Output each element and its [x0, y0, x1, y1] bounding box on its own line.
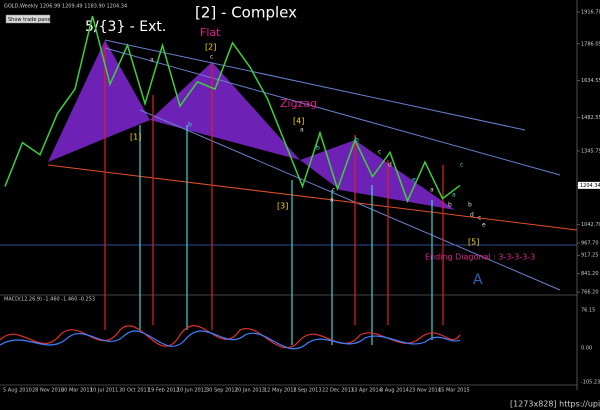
wave-label: Ending Diagonal : 3-3-3-3-3	[425, 253, 535, 262]
wave-letter: a	[452, 192, 456, 199]
x-tick-label: 30 Sep 2012	[206, 388, 238, 394]
wave-label: Flat	[200, 26, 221, 39]
wave-letter: b	[355, 137, 359, 144]
y-tick-label: 1482.55	[581, 115, 600, 121]
arrows	[139, 125, 433, 345]
wave-letter: b	[468, 202, 472, 209]
trend-line	[139, 109, 561, 291]
x-tick-label: 28 Nov 2010	[32, 388, 64, 394]
y-tick-label: 1786.05	[581, 41, 600, 47]
x-tick-label: 1 Sep 2013	[293, 388, 322, 394]
wave-letter: c	[210, 54, 213, 61]
macd-title: MACD(12,26,9) -1.460 -1.460 -0.253	[4, 297, 95, 303]
wave-letter: b	[448, 202, 452, 209]
watermark: [1273x828] https://upic.me/	[510, 400, 600, 409]
x-tick-label: 19 Feb 2012	[148, 388, 179, 394]
wave-letter: a	[150, 57, 154, 64]
wave-letter: e	[412, 177, 416, 184]
wave-label: [2]	[205, 43, 216, 52]
wave-letter: d	[388, 162, 392, 169]
price-line	[4, 15, 461, 204]
wave-letter: b	[188, 122, 192, 129]
wave-triangle	[300, 140, 455, 210]
y-tick-label: 1916.70	[581, 10, 600, 16]
macd-tick-label: -105.234	[581, 380, 600, 386]
wave-triangle	[48, 40, 150, 162]
wave-letter: a	[430, 187, 434, 194]
wave-letter: a	[300, 127, 304, 134]
wave-letter: e	[482, 222, 486, 229]
wave-label: [4]	[293, 117, 304, 126]
trade-panel-button-label[interactable]: Show trade panel	[8, 17, 52, 23]
x-tick-label: 22 Dec 2013	[322, 388, 354, 394]
current-price-box	[578, 181, 600, 189]
wave-label: A	[473, 272, 483, 288]
wave-label: 5/{3} - Ext.	[85, 19, 166, 35]
symbol-info: GOLD,Weekly 1206.99 1209.49 1183.90 1204…	[4, 4, 127, 10]
wave-label: [1]	[130, 133, 141, 142]
y-tick-label: 967.70	[581, 240, 599, 246]
macd-tick-label: 76.15	[581, 308, 595, 314]
wave-letter: a	[330, 197, 334, 204]
trend-line	[104, 39, 526, 131]
wave-letter: c	[478, 215, 481, 222]
x-tick-label: 13 Apr 2014	[351, 388, 382, 394]
x-tick-label: 20 Mar 2011	[61, 388, 93, 394]
wave-label: [2] - Complex	[195, 4, 297, 22]
wave-letter: d	[470, 212, 474, 219]
wave-triangle	[150, 62, 300, 160]
wave-letter: b	[316, 145, 320, 152]
x-tick-label: 30 Oct 2011	[119, 388, 150, 394]
wave-label: [3]	[277, 202, 288, 211]
x-tick-label: 10 Jul 2011	[90, 388, 118, 394]
x-tick-label: 20 Jan 2013	[235, 388, 265, 394]
arrows	[104, 45, 444, 330]
x-tick-label: 12 May 2013	[264, 388, 297, 394]
trend-line	[47, 164, 578, 231]
signal-line	[0, 330, 461, 350]
y-tick-label: 1634.55	[581, 78, 600, 84]
x-tick-label: 10 Jun 2012	[177, 388, 207, 394]
y-tick-label: 841.20	[581, 271, 599, 277]
x-tick-label: 5 Aug 2010	[3, 388, 32, 394]
wave-letter: c	[378, 149, 381, 156]
y-tick-label: 1345.75	[581, 148, 600, 154]
wave-letter: c	[460, 162, 463, 169]
wave-label: [5]	[468, 238, 479, 247]
x-tick-label: 15 Mar 2015	[438, 388, 470, 394]
x-tick-label: 23 Nov 2014	[409, 388, 441, 394]
y-tick-label: 766.20	[581, 290, 599, 296]
trend-line	[104, 47, 561, 176]
y-tick-label: 1042.70	[581, 222, 600, 228]
y-tick-label: 917.25	[581, 253, 599, 259]
wave-label: Zigzag	[280, 97, 317, 110]
trade-panel-button[interactable]	[5, 14, 51, 24]
macd-tick-label: 0.00	[581, 346, 592, 352]
current-price-label: 1204.34	[580, 183, 600, 189]
wave-letter: c	[332, 187, 335, 194]
x-tick-label: 3 Aug 2014	[380, 388, 409, 394]
